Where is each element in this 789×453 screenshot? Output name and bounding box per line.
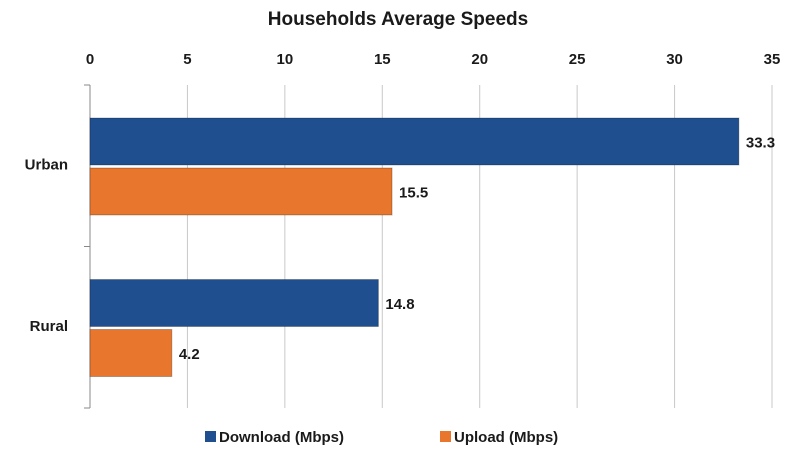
- bar: [89, 329, 173, 377]
- data-label: 14.8: [385, 296, 414, 313]
- bar: [89, 117, 740, 166]
- legend-swatch: [440, 431, 451, 442]
- x-tick-label: 15: [374, 51, 391, 68]
- x-tick-label: 25: [569, 51, 586, 68]
- x-tick-label: 30: [666, 51, 683, 68]
- legend-swatch: [205, 431, 216, 442]
- x-tick-label: 10: [277, 51, 294, 68]
- legend-label: Download (Mbps): [219, 429, 344, 446]
- data-label: 33.3: [746, 134, 775, 151]
- bar: [89, 279, 379, 327]
- y-tick-label: Urban: [25, 157, 68, 174]
- legend-label: Upload (Mbps): [454, 429, 558, 446]
- x-tick-label: 20: [471, 51, 488, 68]
- y-tick-label: Rural: [30, 318, 68, 335]
- data-label: 4.2: [179, 346, 200, 363]
- bar: [89, 167, 393, 216]
- chart-title: Households Average Speeds: [268, 9, 528, 30]
- x-tick-label: 0: [86, 51, 94, 68]
- data-label: 15.5: [399, 184, 428, 201]
- x-tick-label: 35: [764, 51, 781, 68]
- x-tick-label: 5: [183, 51, 191, 68]
